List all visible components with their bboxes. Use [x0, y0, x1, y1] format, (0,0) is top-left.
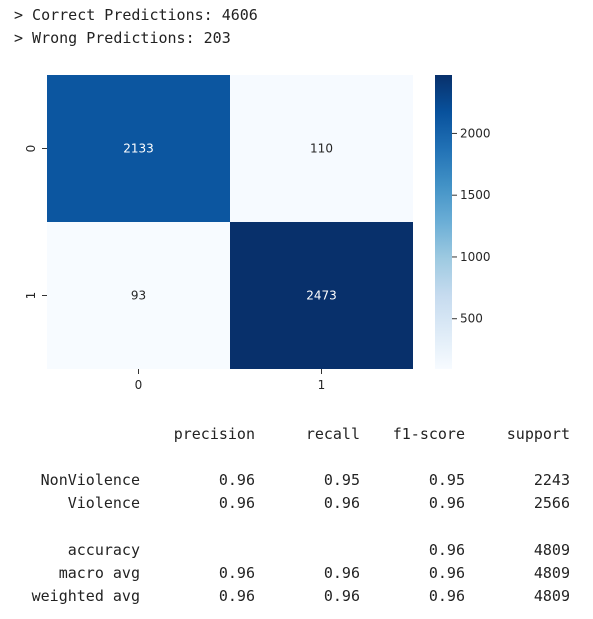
report-cell: 0.96 [218, 494, 255, 512]
report-cell: 4809 [533, 541, 570, 559]
heatmap-cell-value: 110 [310, 142, 333, 156]
report-cell: 0.96 [218, 564, 255, 582]
report-cell: 0.96 [323, 494, 360, 512]
colorbar-tick-label: 1500 [460, 188, 491, 202]
heatmap-cell-value: 2133 [123, 142, 154, 156]
wrong-predictions-line: > Wrong Predictions: 203 [14, 29, 231, 47]
heatmap-cell [230, 222, 413, 369]
correct-predictions-line: > Correct Predictions: 4606 [14, 6, 258, 24]
confusion-matrix-heatmap: 2133 110 93 2473 0 1 0 1 500 1000 1500 2000 [24, 75, 491, 392]
report-row-label: weighted avg [31, 587, 140, 605]
colorbar-tick-label: 500 [460, 312, 483, 326]
y-tick-label: 0 [24, 145, 38, 153]
report-cell: 2566 [533, 494, 570, 512]
y-tick-label: 1 [24, 292, 38, 300]
colorbar-tick-label: 2000 [460, 126, 491, 140]
report-cell: 4809 [533, 564, 570, 582]
colorbar-tick-label: 1000 [460, 250, 491, 264]
report-cell: 0.95 [323, 471, 360, 489]
report-header: recall [305, 425, 360, 443]
x-tick-label: 1 [318, 378, 326, 392]
report-cell: 4809 [533, 587, 570, 605]
report-row-label: NonViolence [40, 471, 140, 489]
colorbar [435, 75, 452, 369]
report-cell: 0.96 [428, 587, 465, 605]
heatmap-cell [47, 75, 230, 222]
heatmap-cell-value: 93 [131, 289, 146, 303]
report-cell: 0.96 [218, 471, 255, 489]
report-cell: 0.96 [428, 564, 465, 582]
report-header: precision [173, 425, 255, 443]
report-cell: 0.95 [428, 471, 465, 489]
report-row-label: macro avg [58, 564, 140, 582]
x-tick-label: 0 [135, 378, 143, 392]
report-header: support [506, 425, 570, 443]
report-cell: 0.96 [218, 587, 255, 605]
heatmap-cell [230, 75, 413, 222]
report-cell: 0.96 [428, 541, 465, 559]
report-cell: 0.96 [323, 587, 360, 605]
heatmap-cell-value: 2473 [306, 289, 337, 303]
heatmap-cell [47, 222, 230, 369]
report-header: f1-score [392, 425, 465, 443]
report-row-label: Violence [67, 494, 140, 512]
report-row-label: accuracy [67, 541, 140, 559]
report-cell: 0.96 [323, 564, 360, 582]
report-cell: 0.96 [428, 494, 465, 512]
report-cell: 2243 [533, 471, 570, 489]
